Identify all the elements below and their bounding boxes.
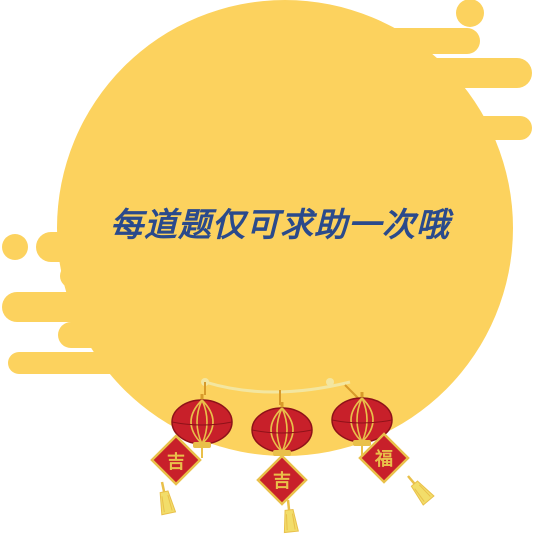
lantern-right	[330, 384, 436, 507]
cloud-streak	[86, 356, 146, 374]
cloud-streak	[470, 116, 532, 140]
lantern-tag-glyph-left: 吉	[167, 451, 185, 473]
lantern-left	[150, 382, 234, 517]
cloud-streak	[420, 58, 532, 88]
hanging-string	[204, 380, 351, 394]
cloud-streak	[380, 28, 480, 54]
help-limit-message: 每道题仅可求助一次哦	[110, 205, 450, 244]
cloud-streak	[36, 232, 126, 262]
lantern-tag-glyph-middle: 吉	[273, 470, 291, 492]
cloud-dot	[456, 0, 484, 27]
lantern-middle	[250, 390, 314, 534]
cloud-streak	[2, 292, 112, 322]
lantern-tag-glyph-right: 福	[374, 448, 393, 470]
cloud-streak	[60, 264, 160, 288]
moon-shape	[57, 0, 513, 456]
cloud-streak	[58, 322, 158, 348]
cloud-dot	[2, 234, 28, 260]
string-knot	[326, 378, 334, 386]
